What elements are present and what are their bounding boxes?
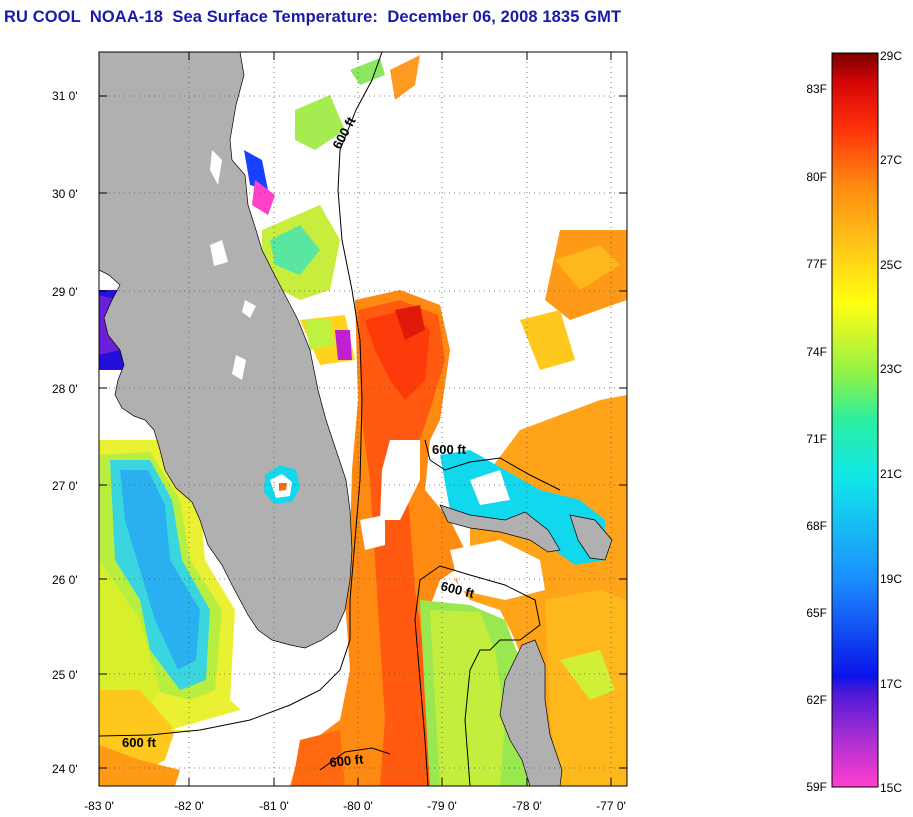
lat-label: 27 0' [52, 479, 78, 493]
map-frame [98, 51, 628, 787]
colorbar-f-label: 77F [806, 257, 827, 271]
isobath-label: 600 ft [122, 735, 157, 750]
colorbar-celsius-labels: 29C 27C 25C 23C 21C 19C 17C 15C [880, 49, 902, 795]
lon-label: -81 0' [259, 799, 289, 813]
lon-label: -77 0' [596, 799, 626, 813]
lat-label: 28 0' [52, 382, 78, 396]
colorbar-f-label: 83F [806, 82, 827, 96]
colorbar-c-label: 27C [880, 153, 902, 167]
atlantic-north-patches [244, 55, 420, 365]
colorbar-f-label: 71F [806, 432, 827, 446]
colorbar-c-label: 21C [880, 467, 902, 481]
colorbar-f-label: 65F [806, 606, 827, 620]
colorbar-f-label: 80F [806, 170, 827, 184]
lon-label: -82 0' [174, 799, 204, 813]
isobath-label: 600 ft [329, 751, 365, 770]
lon-label: -79 0' [427, 799, 457, 813]
isobath-lines [99, 52, 561, 786]
lat-label: 30 0' [52, 187, 78, 201]
map-area: 600 ft 600 ft 600 ft 600 ft 600 ft [99, 52, 627, 786]
colorbar-c-label: 29C [880, 49, 902, 63]
colorbar-c-label: 23C [880, 362, 902, 376]
colorbar-c-label: 17C [880, 677, 902, 691]
colorbar-f-label: 59F [806, 780, 827, 794]
colorbar-f-label: 62F [806, 693, 827, 707]
latitude-labels: 31 0' 30 0' 29 0' 28 0' 27 0' 26 0' 25 0… [52, 89, 78, 776]
colorbar-f-label: 74F [806, 345, 827, 359]
colorbar-c-label: 15C [880, 781, 902, 795]
map-grid [99, 52, 627, 786]
lat-label: 29 0' [52, 285, 78, 299]
lat-label: 25 0' [52, 668, 78, 682]
colorbar [831, 52, 879, 788]
colorbar-f-label: 68F [806, 519, 827, 533]
page-title: RU COOL NOAA-18 Sea Surface Temperature:… [4, 8, 622, 26]
lat-label: 31 0' [52, 89, 78, 103]
isobath-label: 600 ft [432, 442, 467, 457]
colorbar-fahrenheit-labels: 83F 80F 77F 74F 71F 68F 65F 62F 59F [806, 82, 827, 794]
lat-label: 26 0' [52, 573, 78, 587]
map-ticks [98, 52, 627, 786]
lon-label: -80 0' [343, 799, 373, 813]
lon-label: -78 0' [512, 799, 542, 813]
longitude-labels: -83 0' -82 0' -81 0' -80 0' -79 0' -78 0… [84, 799, 626, 813]
lat-label: 24 0' [52, 762, 78, 776]
colorbar-c-label: 25C [880, 258, 902, 272]
florida-land [99, 52, 353, 649]
colorbar-c-label: 19C [880, 572, 902, 586]
gulf-sst-field [99, 290, 345, 786]
bahamas-region-sst [420, 230, 627, 786]
lon-label: -83 0' [84, 799, 114, 813]
bahamas-land [439, 504, 613, 786]
